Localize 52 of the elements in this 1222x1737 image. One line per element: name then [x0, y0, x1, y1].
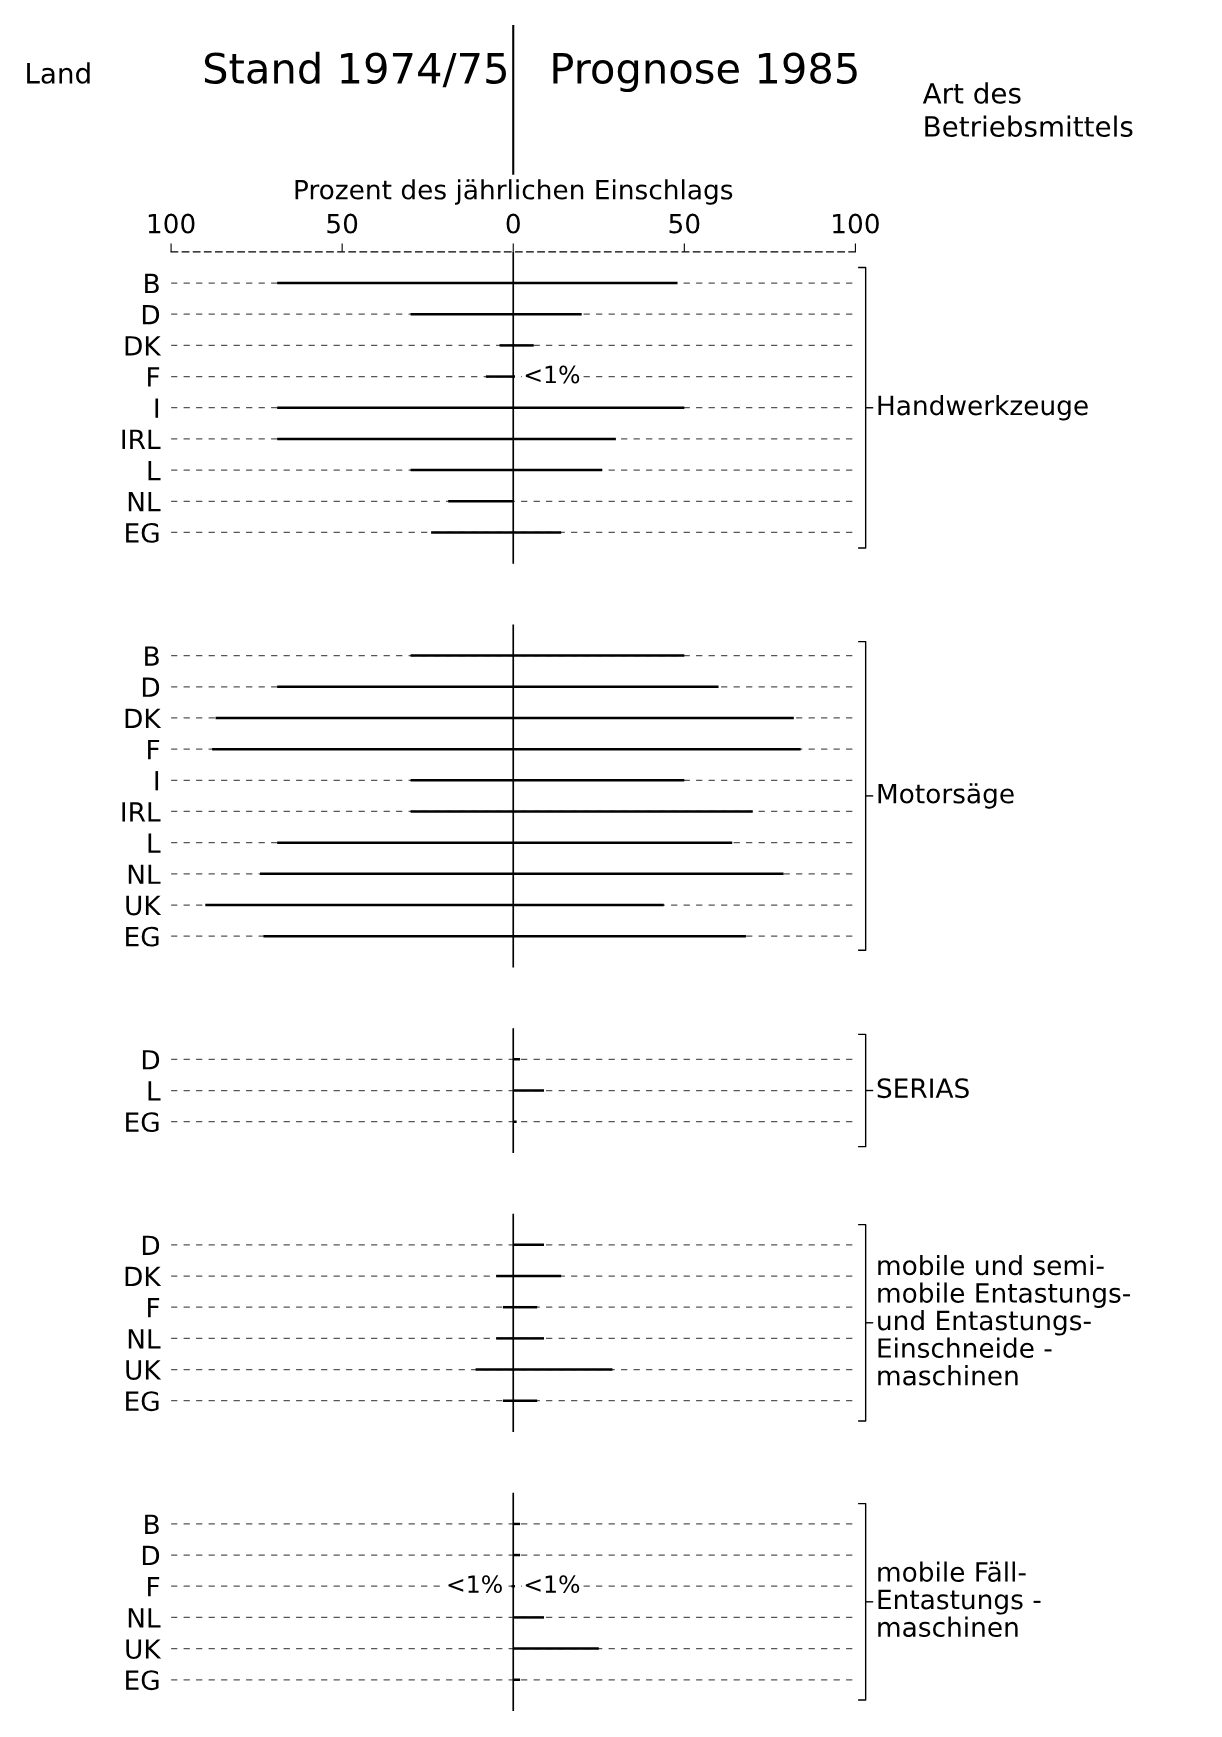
y-tick-label: D	[142, 677, 160, 697]
y-tick-label: B	[145, 1514, 159, 1534]
y-tick-label: DK	[125, 708, 162, 728]
x-tick-label: 100	[833, 213, 879, 234]
y-tick-label: F	[148, 1577, 160, 1597]
y-tick-label: UK	[126, 1360, 162, 1380]
y-tick-label: EG	[126, 1112, 159, 1133]
y-tick-label: L	[148, 460, 161, 481]
y-tick-label: D	[142, 1235, 160, 1255]
text: Land	[27, 62, 90, 84]
y-tick-label: B	[145, 273, 159, 294]
y-tick-label: UK	[126, 1639, 162, 1659]
y-tick-label: F	[148, 367, 160, 387]
y-tick-label: F	[148, 1297, 160, 1318]
y-tick-label: NL	[128, 1608, 161, 1628]
y-tick-label: NL	[128, 864, 161, 884]
y-tick-label: F	[148, 739, 160, 760]
y-tick-label: I	[155, 771, 159, 791]
x-tick-label: 50	[669, 213, 700, 234]
x-tick-label: 50	[327, 213, 358, 234]
y-tick-label: EG	[126, 1391, 159, 1412]
y-tick-label: EG	[126, 1670, 159, 1691]
y-tick-label: EG	[126, 926, 159, 947]
y-tick-label: L	[148, 833, 161, 853]
text: Prognose 1985	[553, 52, 857, 93]
y-tick-label: B	[145, 646, 159, 666]
y2-axis-title: Handwerkzeuge	[878, 394, 1088, 421]
y-tick-label: D	[142, 305, 160, 325]
y-tick-label: D	[142, 1545, 160, 1566]
y-tick-label: L	[148, 1081, 161, 1101]
y-tick-label: NL	[128, 1329, 161, 1349]
x-axis-title: Prozent des jährlichen Einschlags	[295, 179, 733, 205]
y-tick-label: EG	[126, 522, 159, 543]
y-tick-label: UK	[126, 895, 162, 916]
y-tick-label: DK	[125, 336, 162, 356]
y-tick-label: I	[155, 398, 159, 418]
data-label: <1%	[525, 1575, 580, 1594]
x-tick-label: 100	[148, 213, 195, 234]
data-label: <1%	[448, 1575, 502, 1594]
y2-axis-title: mobile und semi- mobile Entastungs- und Entastungs- Einschneide - maschinen	[878, 1254, 1131, 1386]
y-tick-label: NL	[128, 492, 161, 512]
data-label: <1%	[525, 365, 580, 384]
y2-axis-title: Motorsäge	[878, 783, 1014, 809]
y-tick-label: D	[142, 1050, 160, 1070]
y2-axis-title: mobile Fäll- Entastungs - maschinen	[878, 1561, 1041, 1638]
y-tick-label: IRL	[122, 802, 161, 822]
x-tick-label: 0	[506, 213, 520, 234]
text: Art des Betriebsmittels	[922, 82, 1133, 137]
y-tick-label: DK	[125, 1266, 162, 1287]
text: Stand 1974/75	[204, 51, 506, 88]
y-tick-label: IRL	[122, 429, 161, 449]
y2-axis-title: SERIAS	[877, 1078, 969, 1099]
